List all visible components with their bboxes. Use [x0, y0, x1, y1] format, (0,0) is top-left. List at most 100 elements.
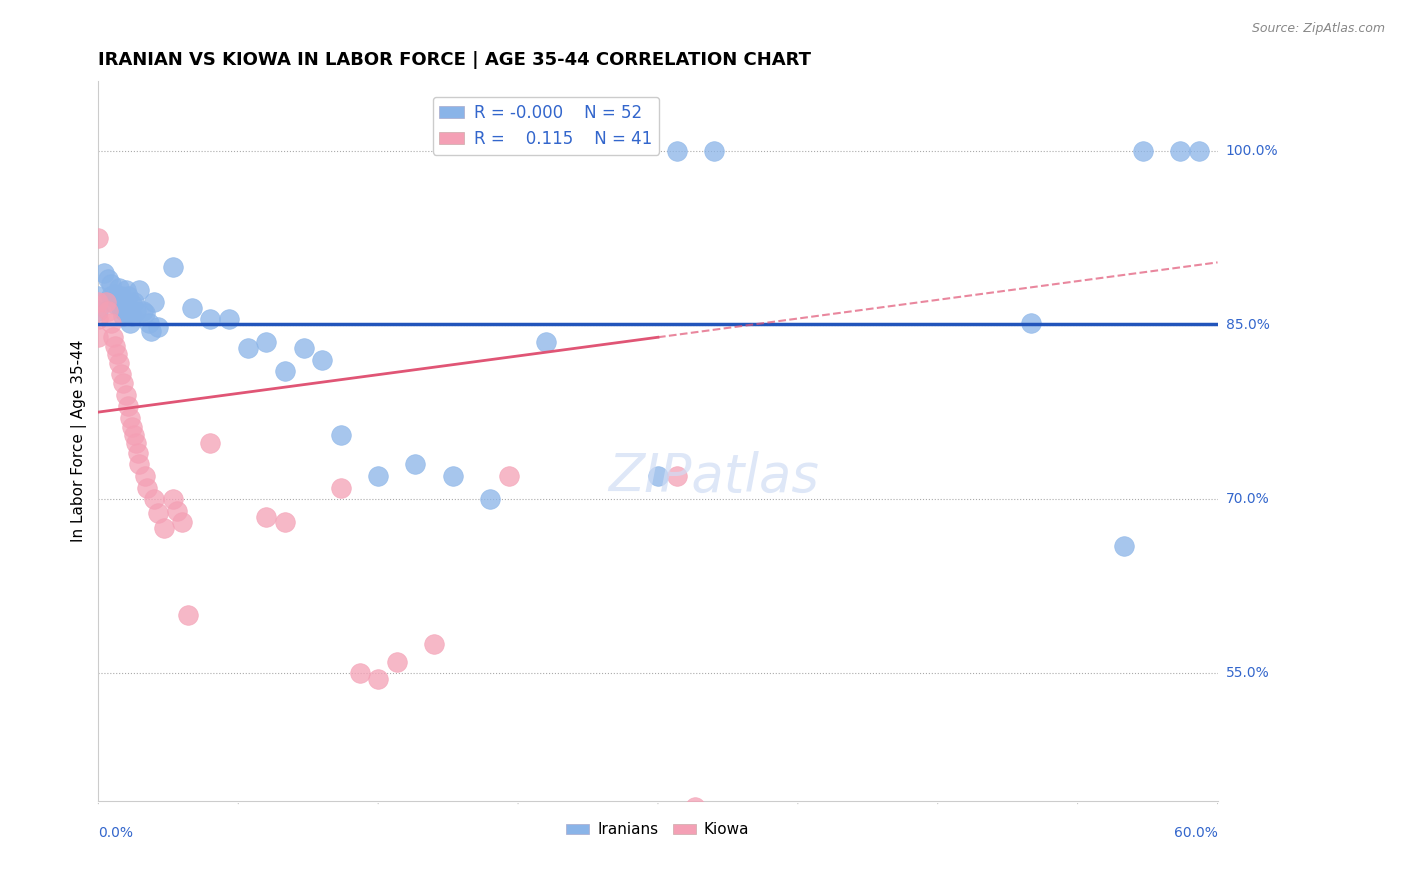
- Point: [114, 294, 136, 309]
- Point: [97, 271, 120, 285]
- Point: [138, 316, 160, 330]
- Point: [292, 341, 315, 355]
- Point: [479, 492, 502, 507]
- Point: [87, 289, 110, 303]
- Point: [122, 428, 145, 442]
- Point: [200, 436, 222, 450]
- Point: [104, 286, 127, 301]
- Point: [1168, 144, 1191, 158]
- Point: [114, 304, 136, 318]
- Point: [423, 637, 446, 651]
- Point: [236, 341, 259, 355]
- Point: [404, 458, 426, 472]
- Point: [146, 506, 169, 520]
- Point: [441, 469, 464, 483]
- Point: [152, 521, 174, 535]
- Point: [146, 320, 169, 334]
- Point: [110, 367, 132, 381]
- Point: [110, 301, 132, 315]
- Point: [128, 458, 150, 472]
- Point: [122, 294, 145, 309]
- Point: [111, 376, 134, 390]
- Y-axis label: In Labor Force | Age 35-44: In Labor Force | Age 35-44: [72, 340, 87, 542]
- Point: [180, 301, 202, 315]
- Point: [105, 347, 128, 361]
- Point: [647, 469, 669, 483]
- Text: 70.0%: 70.0%: [1226, 492, 1270, 506]
- Point: [117, 399, 139, 413]
- Point: [97, 304, 120, 318]
- Point: [87, 231, 110, 245]
- Point: [367, 469, 389, 483]
- Point: [104, 339, 127, 353]
- Point: [254, 509, 277, 524]
- Point: [139, 324, 162, 338]
- Point: [349, 666, 371, 681]
- Point: [124, 304, 146, 318]
- Point: [498, 469, 520, 483]
- Point: [329, 428, 352, 442]
- Point: [177, 608, 200, 623]
- Point: [127, 446, 149, 460]
- Point: [132, 304, 155, 318]
- Text: 85.0%: 85.0%: [1226, 318, 1270, 332]
- Point: [87, 312, 110, 326]
- Point: [311, 352, 333, 367]
- Point: [87, 294, 110, 309]
- Point: [108, 281, 131, 295]
- Point: [120, 316, 142, 330]
- Point: [87, 304, 110, 318]
- Point: [115, 387, 138, 401]
- Text: 60.0%: 60.0%: [1174, 826, 1218, 840]
- Point: [121, 297, 143, 311]
- Point: [534, 335, 557, 350]
- Point: [94, 294, 117, 309]
- Point: [103, 329, 125, 343]
- Point: [135, 481, 157, 495]
- Text: 55.0%: 55.0%: [1226, 666, 1270, 681]
- Point: [93, 266, 115, 280]
- Point: [274, 516, 297, 530]
- Text: 100.0%: 100.0%: [1226, 144, 1278, 158]
- Point: [117, 289, 139, 303]
- Text: Source: ZipAtlas.com: Source: ZipAtlas.com: [1251, 22, 1385, 36]
- Point: [683, 799, 706, 814]
- Point: [121, 420, 143, 434]
- Point: [665, 469, 688, 483]
- Point: [162, 492, 184, 507]
- Point: [134, 306, 156, 320]
- Point: [100, 289, 122, 303]
- Point: [121, 309, 143, 323]
- Point: [87, 329, 110, 343]
- Point: [1019, 316, 1042, 330]
- Point: [111, 309, 134, 323]
- Point: [117, 306, 139, 320]
- Text: IRANIAN VS KIOWA IN LABOR FORCE | AGE 35-44 CORRELATION CHART: IRANIAN VS KIOWA IN LABOR FORCE | AGE 35…: [98, 51, 811, 69]
- Point: [162, 260, 184, 274]
- Point: [1114, 539, 1136, 553]
- Text: 0.0%: 0.0%: [98, 826, 134, 840]
- Legend: Iranians, Kiowa: Iranians, Kiowa: [561, 816, 755, 844]
- Point: [104, 297, 127, 311]
- Point: [143, 492, 166, 507]
- Point: [100, 277, 122, 292]
- Point: [254, 335, 277, 350]
- Point: [128, 283, 150, 297]
- Point: [110, 289, 132, 303]
- Point: [143, 294, 166, 309]
- Point: [120, 411, 142, 425]
- Point: [218, 312, 240, 326]
- Point: [115, 283, 138, 297]
- Point: [172, 516, 194, 530]
- Point: [1132, 144, 1154, 158]
- Point: [703, 144, 725, 158]
- Point: [385, 655, 408, 669]
- Point: [274, 364, 297, 378]
- Point: [665, 144, 688, 158]
- Point: [200, 312, 222, 326]
- Point: [108, 356, 131, 370]
- Point: [166, 504, 188, 518]
- Point: [367, 672, 389, 686]
- Point: [329, 481, 352, 495]
- Point: [1188, 144, 1211, 158]
